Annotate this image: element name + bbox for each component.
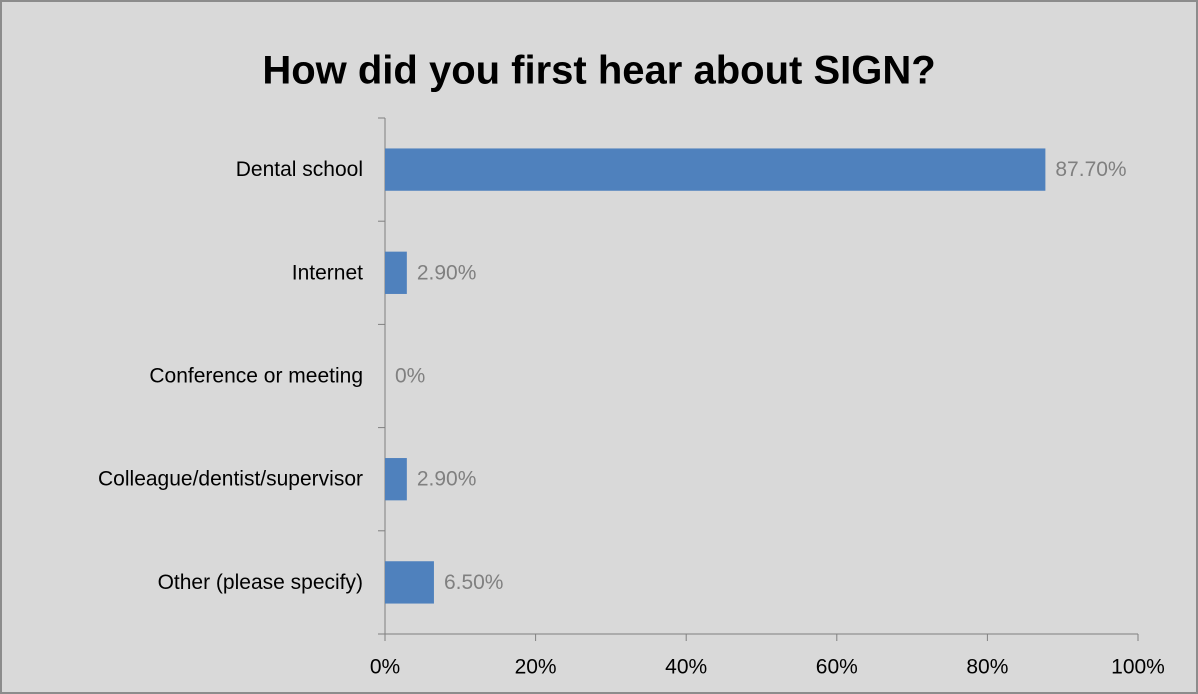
y-tick-label: Internet xyxy=(292,261,363,284)
y-tick-label: Dental school xyxy=(236,158,363,181)
x-tick-label: 100% xyxy=(1111,656,1165,679)
value-label: 6.50% xyxy=(444,571,504,594)
chart-title: How did you first hear about SIGN? xyxy=(262,49,935,93)
x-tick-label: 0% xyxy=(370,656,400,679)
x-tick-label: 20% xyxy=(515,656,557,679)
y-tick-label: Conference or meeting xyxy=(149,365,363,388)
value-label: 2.90% xyxy=(417,468,477,491)
value-label: 0% xyxy=(395,365,425,388)
x-tick-label: 80% xyxy=(966,656,1008,679)
bar xyxy=(385,251,407,294)
bar xyxy=(385,148,1046,191)
bar xyxy=(385,458,407,501)
value-label: 2.90% xyxy=(417,261,477,284)
bar xyxy=(385,561,434,604)
value-label: 87.70% xyxy=(1055,158,1126,181)
x-tick-label: 60% xyxy=(816,656,858,679)
y-tick-label: Colleague/dentist/supervisor xyxy=(98,468,363,491)
y-tick-label: Other (please specify) xyxy=(158,571,363,594)
x-tick-label: 40% xyxy=(665,656,707,679)
